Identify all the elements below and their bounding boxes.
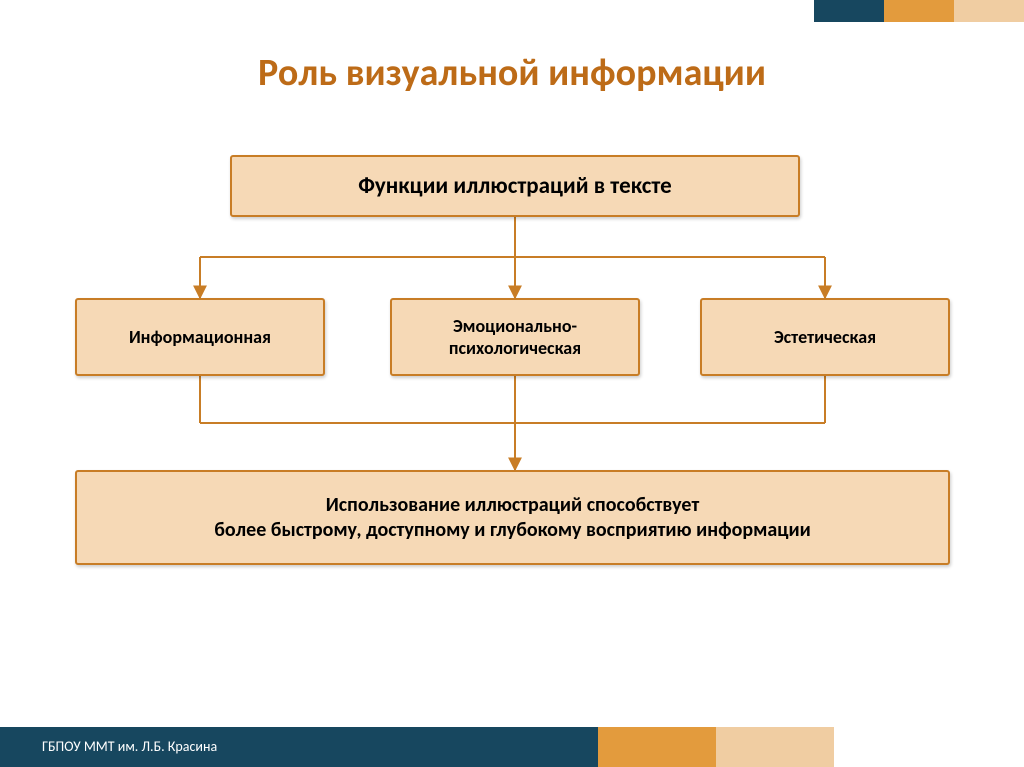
flow-box-informational-label: Информационная: [129, 326, 271, 349]
slide-title: Роль визуальной информации: [0, 50, 1024, 96]
top-stripe-seg-3: [954, 0, 1024, 22]
flow-box-emotional-label: Эмоционально-психологическая: [404, 315, 626, 360]
footer-text: ГБПОУ ММТ им. Л.Б. Красина: [42, 738, 217, 755]
top-stripe-seg-2: [884, 0, 954, 22]
flow-box-conclusion: Использование иллюстраций способствуетбо…: [75, 470, 950, 565]
top-accent-stripe: [814, 0, 1024, 22]
flow-box-functions: Функции иллюстраций в тексте: [230, 155, 800, 217]
flow-box-emotional: Эмоционально-психологическая: [390, 298, 640, 376]
flowchart-connectors: [0, 0, 1024, 767]
slide: Роль визуальной информации Функции иллюс…: [0, 0, 1024, 767]
footer-seg-2: [598, 727, 716, 767]
flow-box-aesthetic-label: Эстетическая: [774, 326, 876, 349]
flow-box-functions-label: Функции иллюстраций в тексте: [358, 172, 672, 201]
flow-box-aesthetic: Эстетическая: [700, 298, 950, 376]
flow-box-informational: Информационная: [75, 298, 325, 376]
flow-box-conclusion-label: Использование иллюстраций способствуетбо…: [214, 493, 811, 543]
top-stripe-seg-1: [814, 0, 884, 22]
footer-seg-3: [716, 727, 834, 767]
